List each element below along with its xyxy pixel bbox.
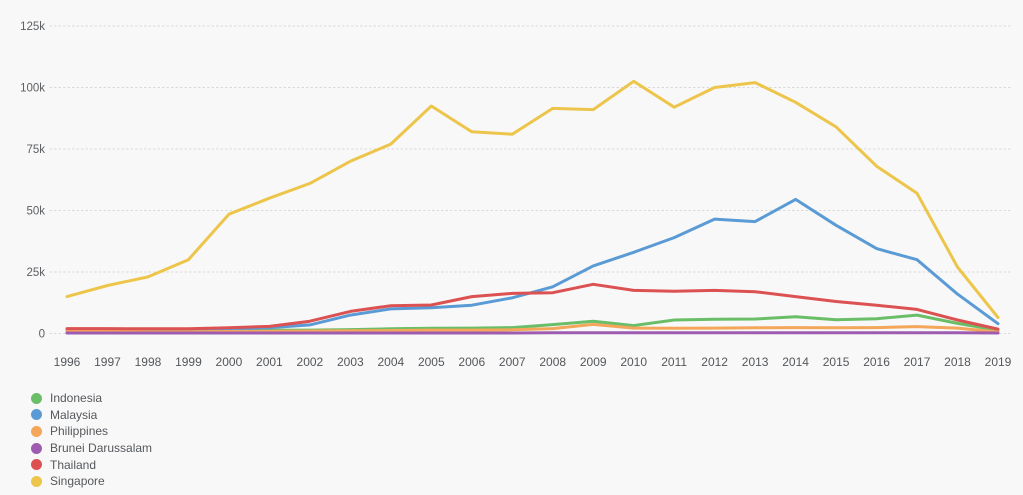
legend-swatch-brunei-darussalam	[31, 442, 42, 454]
legend-item-philippines[interactable]: Philippines	[31, 423, 152, 440]
x-tick-label: 1998	[135, 355, 162, 369]
x-tick-label: 2014	[782, 355, 809, 369]
line-chart: 0 25k 50k 75k 100k 125k 1996 1997 1998 1999 2000 20…	[20, 21, 1014, 369]
x-tick-label: 2013	[742, 355, 769, 369]
legend-item-singapore[interactable]: Singapore	[31, 473, 152, 490]
legend-label-thailand: Thailand	[50, 457, 97, 472]
y-tick-label: 125k	[20, 21, 45, 33]
y-tick-label: 50k	[26, 206, 45, 218]
x-tick-label: 2016	[863, 355, 890, 369]
x-tick-label: 2017	[904, 355, 931, 369]
legend-swatch-thailand	[31, 459, 42, 471]
legend-label-singapore: Singapore	[50, 474, 105, 489]
y-tick-label: 25k	[26, 267, 45, 279]
legend-label-indonesia: Indonesia	[50, 391, 103, 406]
x-tick-label: 2002	[297, 355, 324, 369]
legend-label-philippines: Philippines	[50, 424, 109, 439]
y-tick-label: 0	[39, 329, 45, 341]
x-tick-label: 1999	[175, 355, 202, 369]
x-tick-label: 2019	[985, 355, 1012, 369]
x-tick-label: 1996	[54, 355, 81, 369]
legend-swatch-indonesia	[31, 392, 42, 404]
series-line-singapore	[65, 79, 1000, 319]
legend-item-indonesia[interactable]: Indonesia	[31, 390, 152, 407]
chart-legend: Indonesia Malaysia Philippines Brunei Darus…	[31, 390, 152, 490]
legend-swatch-singapore	[31, 475, 42, 487]
x-tick-label: 2001	[256, 355, 283, 369]
series-line-malaysia	[65, 197, 1000, 334]
x-tick-label: 2012	[701, 355, 728, 369]
y-tick-label: 75k	[26, 144, 45, 156]
x-tick-label: 2015	[823, 355, 850, 369]
x-tick-label: 2009	[580, 355, 607, 369]
y-tick-label: 100k	[20, 83, 45, 95]
legend-item-brunei-darussalam[interactable]: Brunei Darussalam	[31, 440, 152, 457]
legend-label-malaysia: Malaysia	[50, 407, 98, 422]
x-tick-label: 2003	[337, 355, 364, 369]
x-tick-label: 2007	[499, 355, 526, 369]
legend-swatch-malaysia	[31, 409, 42, 421]
legend-label-brunei-darussalam: Brunei Darussalam	[50, 441, 153, 456]
x-tick-label: 2011	[661, 355, 687, 369]
x-tick-label: 2010	[620, 355, 647, 369]
series-line-thailand	[65, 282, 1000, 331]
x-tick-label: 2018	[944, 355, 971, 369]
legend-item-thailand[interactable]: Thailand	[31, 456, 152, 473]
x-tick-label: 1997	[94, 355, 121, 369]
x-tick-label: 2004	[377, 355, 404, 369]
x-tick-label: 2000	[216, 355, 243, 369]
legend-swatch-philippines	[31, 425, 42, 437]
x-tick-label: 2006	[458, 355, 485, 369]
x-tick-label: 2008	[539, 355, 566, 369]
x-tick-label: 2005	[418, 355, 445, 369]
legend-item-malaysia[interactable]: Malaysia	[31, 407, 152, 424]
